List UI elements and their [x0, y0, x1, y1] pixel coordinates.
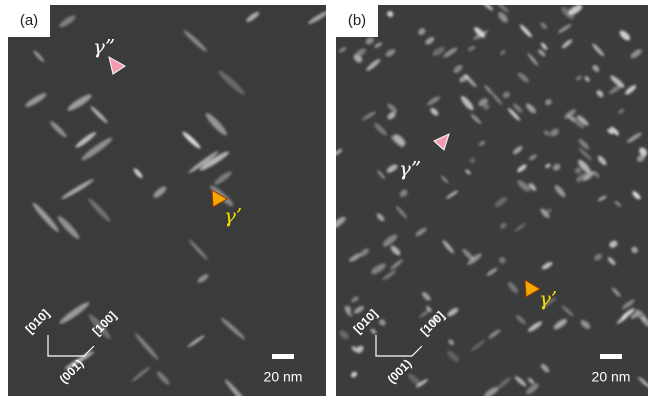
gamma-double-prime: γ”: [399, 157, 421, 181]
gamma-prime: γ’: [224, 204, 242, 228]
scale-bar: [272, 354, 294, 359]
scale-bar: [600, 354, 622, 359]
gamma-double-prime: γ”: [93, 35, 115, 59]
scale-label: 20 nm: [264, 369, 303, 385]
panel-label: (b): [348, 12, 366, 29]
scale-label: 20 nm: [592, 369, 631, 385]
panel-label: (a): [20, 12, 38, 29]
figure: (a) γ” γ’ [010] [100] (001) 20 nm (b) γ”…: [0, 0, 655, 401]
gamma-prime: γ’: [539, 287, 557, 311]
micrograph-a: [8, 5, 326, 396]
